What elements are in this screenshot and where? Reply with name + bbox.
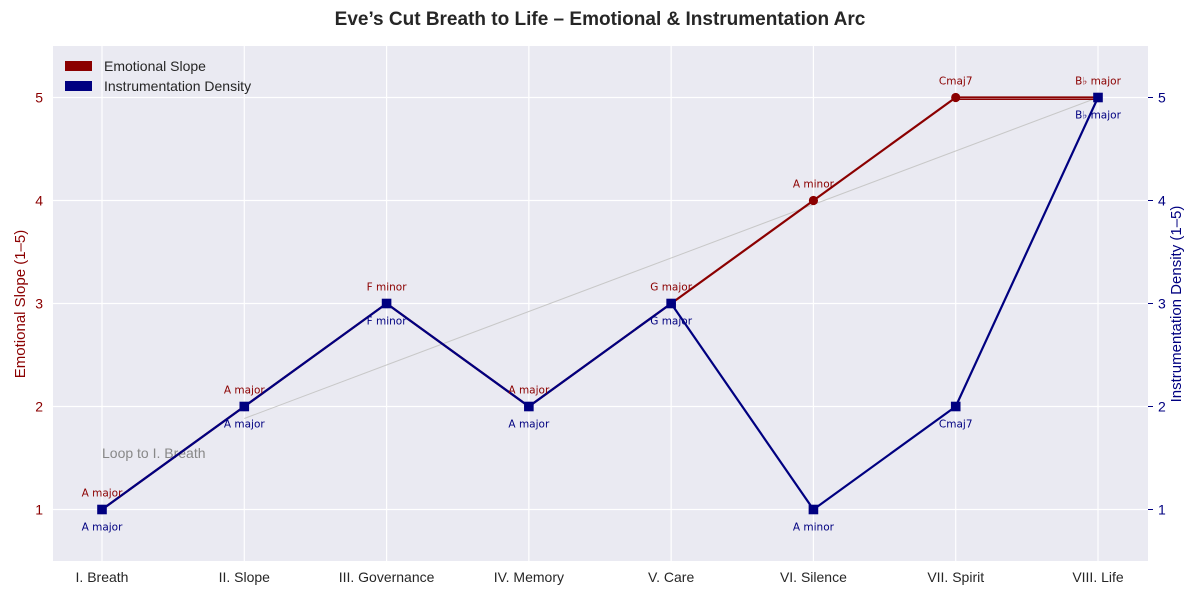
data-point — [381, 298, 392, 309]
data-point — [239, 401, 250, 412]
data-label-instrumentation: Cmaj7 — [939, 419, 973, 431]
x-tick-labels: I. Breath II. Slope III. Governance IV. Mem… — [76, 569, 1124, 585]
legend-swatch — [65, 81, 92, 91]
data-point — [666, 298, 676, 309]
data-label-instrumentation: B♭ major — [1075, 110, 1121, 122]
y-tick-label-left: 5 — [35, 90, 43, 106]
x-tick-label: I. Breath — [76, 569, 129, 585]
x-tick-label: IV. Memory — [494, 569, 564, 585]
y-tick-label-left: 4 — [35, 193, 43, 209]
y-tick-label-left: 3 — [35, 296, 43, 312]
data-label-emotional: F minor — [367, 282, 408, 294]
y-tick-labels-right: 1 2 3 4 5 — [1148, 90, 1166, 518]
data-point — [950, 401, 961, 412]
y-tick-label-right: 4 — [1158, 193, 1166, 209]
loop-annotation: Loop to I. Breath — [102, 445, 206, 461]
series-instrumentation-density — [97, 92, 1103, 515]
loop-line — [244, 97, 1099, 419]
data-label-emotional: Cmaj7 — [939, 76, 973, 88]
data-label-instrumentation: A major — [82, 522, 124, 534]
y-axis-label-right: Instrumentation Density (1–5) — [1168, 206, 1185, 403]
chart-title: Eve’s Cut Breath to Life – Emotional & I… — [335, 9, 866, 30]
legend-swatch — [65, 61, 92, 71]
x-tick-label: VIII. Life — [1072, 569, 1124, 585]
legend-label: Emotional Slope — [104, 58, 206, 74]
y-tick-label-right: 1 — [1158, 502, 1166, 518]
y-tick-label-right: 5 — [1158, 90, 1166, 106]
data-label-emotional: A major — [82, 488, 124, 500]
x-tick-label: II. Slope — [219, 569, 271, 585]
series-layer: A major A major F minor A major G major A min… — [82, 76, 1122, 534]
x-tick-label: III. Governance — [339, 569, 435, 585]
data-point — [808, 504, 819, 515]
x-tick-label: VI. Silence — [780, 569, 847, 585]
legend-label: Instrumentation Density — [104, 78, 251, 94]
y-tick-label-left: 2 — [35, 399, 43, 415]
data-point — [524, 401, 534, 412]
legend: Emotional Slope Instrumentation Density — [65, 58, 251, 94]
data-point — [1093, 92, 1103, 103]
loop-connector — [244, 97, 1099, 419]
y-tick-label-right: 3 — [1158, 296, 1166, 312]
data-label-instrumentation: G major — [650, 316, 692, 328]
data-label-emotional: A minor — [793, 179, 835, 191]
y-tick-label-right: 2 — [1158, 399, 1166, 415]
series-line — [101, 97, 1099, 511]
data-label-instrumentation: A minor — [793, 522, 835, 534]
data-point — [951, 92, 961, 103]
x-tick-label: VII. Spirit — [927, 569, 984, 585]
data-point — [97, 504, 107, 515]
y-tick-labels-left: 1 2 3 4 5 — [35, 90, 43, 518]
data-label-emotional: A major — [508, 385, 550, 397]
data-label-instrumentation: A major — [508, 419, 550, 431]
data-label-instrumentation: F minor — [367, 316, 408, 328]
data-label-emotional: G major — [650, 282, 692, 294]
y-tick-label-left: 1 — [35, 502, 43, 518]
data-label-emotional: A major — [224, 385, 266, 397]
grid — [53, 46, 1148, 561]
data-label-emotional: B♭ major — [1075, 76, 1121, 88]
x-tick-label: V. Care — [648, 569, 694, 585]
data-label-instrumentation: A major — [224, 419, 266, 431]
y-axis-label-left: Emotional Slope (1–5) — [12, 230, 29, 378]
data-point — [808, 195, 819, 206]
